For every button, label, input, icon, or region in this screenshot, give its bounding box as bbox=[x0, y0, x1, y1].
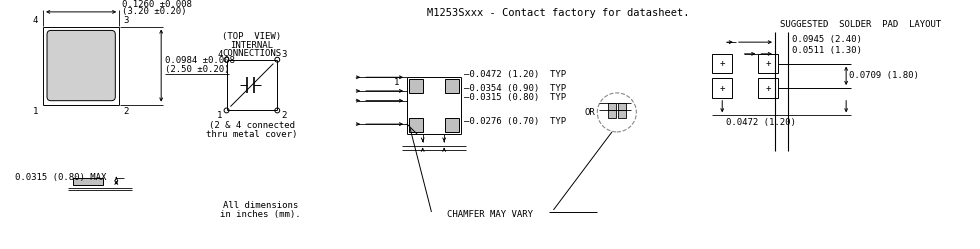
Text: 0.1260 ±0.008: 0.1260 ±0.008 bbox=[122, 0, 192, 8]
Text: —0.0276 (0.70)  TYP: —0.0276 (0.70) TYP bbox=[464, 117, 565, 126]
Text: 1: 1 bbox=[217, 111, 222, 120]
Text: +: + bbox=[719, 59, 725, 68]
Text: All dimensions: All dimensions bbox=[223, 201, 298, 210]
Text: 4: 4 bbox=[33, 16, 38, 25]
Text: (TOP  VIEW): (TOP VIEW) bbox=[222, 32, 281, 41]
Text: CONNECTIONS: CONNECTIONS bbox=[222, 49, 281, 58]
Text: 2: 2 bbox=[123, 107, 128, 116]
Bar bbox=[445, 79, 459, 93]
Text: +: + bbox=[765, 59, 771, 68]
Text: 4: 4 bbox=[217, 50, 222, 59]
Bar bbox=[409, 118, 422, 132]
Text: 0.0511 (1.30): 0.0511 (1.30) bbox=[793, 46, 862, 56]
Text: (3.20 ±0.20): (3.20 ±0.20) bbox=[122, 7, 186, 16]
Bar bbox=[617, 103, 625, 111]
Text: SUGGESTED  SOLDER  PAD  LAYOUT: SUGGESTED SOLDER PAD LAYOUT bbox=[780, 20, 942, 29]
Bar bbox=[608, 111, 615, 118]
Text: —0.0472 (1.20)  TYP: —0.0472 (1.20) TYP bbox=[464, 70, 565, 79]
Text: +: + bbox=[765, 83, 771, 92]
FancyBboxPatch shape bbox=[47, 30, 116, 101]
Bar bbox=[617, 111, 625, 118]
Bar bbox=[74, 178, 103, 185]
Text: 0.0945 (2.40): 0.0945 (2.40) bbox=[793, 35, 862, 44]
Text: 0.0709 (1.80): 0.0709 (1.80) bbox=[849, 71, 919, 80]
Text: +: + bbox=[719, 83, 725, 92]
Text: —0.0354 (0.90)  TYP: —0.0354 (0.90) TYP bbox=[464, 83, 565, 92]
Bar bbox=[445, 118, 459, 132]
Text: thru metal cover): thru metal cover) bbox=[206, 130, 298, 139]
Bar bbox=[759, 78, 778, 98]
Circle shape bbox=[274, 108, 279, 113]
Text: (2.50 ±0.20): (2.50 ±0.20) bbox=[165, 65, 229, 74]
Circle shape bbox=[224, 108, 229, 113]
Circle shape bbox=[224, 57, 229, 62]
Text: 3: 3 bbox=[281, 50, 287, 59]
Text: in inches (mm).: in inches (mm). bbox=[220, 210, 301, 219]
Text: 1: 1 bbox=[394, 78, 399, 87]
Text: INTERNAL: INTERNAL bbox=[230, 41, 273, 50]
Bar bbox=[712, 78, 732, 98]
Text: 0.0315 (0.80) MAX: 0.0315 (0.80) MAX bbox=[15, 173, 106, 182]
Text: —0.0315 (0.80)  TYP: —0.0315 (0.80) TYP bbox=[464, 93, 565, 102]
Text: OR: OR bbox=[585, 108, 596, 117]
Circle shape bbox=[274, 57, 279, 62]
Bar bbox=[712, 54, 732, 73]
Bar bbox=[759, 54, 778, 73]
Bar bbox=[608, 103, 615, 111]
Text: M1253Sxxx - Contact factory for datasheet.: M1253Sxxx - Contact factory for datashee… bbox=[427, 8, 690, 18]
Text: (2 & 4 connected: (2 & 4 connected bbox=[209, 121, 295, 129]
Text: 0.0472 (1.20): 0.0472 (1.20) bbox=[726, 118, 796, 127]
Text: CHAMFER MAY VARY: CHAMFER MAY VARY bbox=[447, 210, 533, 219]
Bar bbox=[409, 79, 422, 93]
Circle shape bbox=[598, 93, 636, 132]
Text: 1: 1 bbox=[33, 107, 38, 116]
Text: 0.0984 ±0.008: 0.0984 ±0.008 bbox=[165, 56, 235, 65]
Text: 3: 3 bbox=[123, 16, 128, 25]
Text: 2: 2 bbox=[281, 111, 287, 120]
